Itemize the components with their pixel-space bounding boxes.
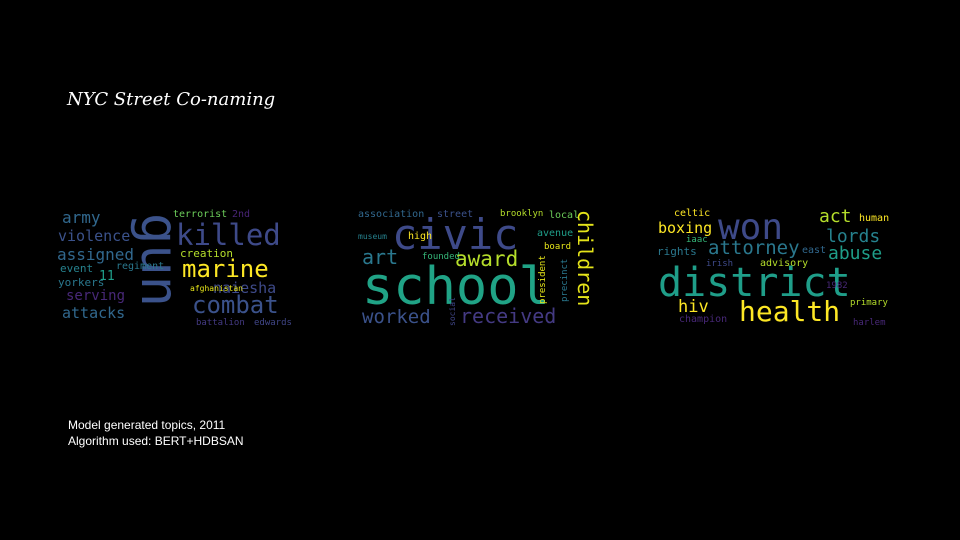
word-award: award	[455, 247, 518, 271]
slide-caption: Model generated topics, 2011 Algorithm u…	[68, 417, 244, 449]
word-abuse: abuse	[828, 243, 882, 264]
word-cloud-3: celtic won act human boxing iaac lords a…	[656, 204, 894, 328]
word-creation: creation	[180, 247, 233, 260]
word-regiment: regiment	[116, 261, 164, 272]
word-battalion: battalion	[196, 318, 245, 328]
word-cloud-1: army terrorist 2nd violence killed gun a…	[56, 206, 298, 328]
caption-line-topics: Model generated topics, 2011	[68, 418, 226, 432]
word-army: army	[62, 208, 101, 227]
word-boxing: boxing	[658, 219, 712, 237]
word-high: high	[408, 231, 432, 242]
word-president: president	[538, 255, 548, 304]
word-killed: killed	[176, 218, 281, 252]
word-civic: civic	[392, 210, 518, 259]
word-lords: lords	[826, 226, 880, 247]
word-association: association	[358, 209, 424, 220]
word-naiesha: naiesha	[213, 279, 276, 297]
word-act: act	[819, 206, 852, 227]
word-health: health	[739, 295, 840, 328]
word-won: won	[718, 207, 783, 248]
word-children: children	[573, 210, 597, 306]
word-hiv: hiv	[678, 297, 709, 317]
word-harlem: harlem	[853, 318, 886, 328]
word-1982: 1982	[826, 281, 848, 291]
word-art: art	[362, 245, 398, 269]
word-museum: museum	[358, 232, 387, 241]
word-school: school	[362, 257, 550, 317]
word-worked: worked	[362, 306, 431, 328]
caption-line-algorithm: Algorithm used: BERT+HDBSAN	[68, 434, 244, 448]
word-marine: marine	[182, 255, 269, 283]
word-iaac: iaac	[686, 235, 708, 245]
word-advisory: advisory	[760, 258, 808, 269]
word-gun: gun	[129, 213, 189, 307]
word-rights: rights	[657, 245, 697, 258]
word-11: 11	[99, 269, 115, 284]
word-event: event	[60, 262, 93, 275]
word-east: east	[802, 245, 826, 256]
word-cloud-1-canvas: army terrorist 2nd violence killed gun a…	[57, 208, 292, 328]
word-founded: founded	[422, 252, 460, 262]
word-2nd: 2nd	[232, 209, 250, 220]
word-serving: serving	[66, 288, 125, 304]
word-combat: combat	[192, 291, 279, 319]
word-attorney: attorney	[708, 237, 800, 259]
word-celtic: celtic	[674, 208, 710, 219]
word-edwards: edwards	[254, 318, 292, 328]
word-irish: irish	[706, 259, 733, 269]
word-social: social	[448, 297, 457, 326]
word-violence: violence	[58, 227, 130, 245]
word-cloud-2-canvas: association street brooklyn local civic …	[358, 209, 597, 328]
word-street: street	[437, 209, 473, 220]
word-champion: champion	[679, 314, 727, 325]
word-avenue: avenue	[537, 228, 573, 239]
word-assigned: assigned	[57, 245, 134, 264]
word-precinct: precinct	[560, 259, 570, 302]
word-board: board	[544, 242, 571, 252]
word-brooklyn: brooklyn	[500, 209, 543, 219]
word-human: human	[859, 213, 889, 224]
word-cloud-2: association street brooklyn local civic …	[356, 206, 598, 328]
slide-title: NYC Street Co-naming	[67, 89, 276, 110]
word-yorkers: yorkers	[58, 276, 104, 289]
word-received: received	[460, 304, 556, 328]
word-local: local	[549, 210, 579, 221]
word-cloud-3-canvas: celtic won act human boxing iaac lords a…	[657, 206, 889, 328]
word-terrorist: terrorist	[173, 209, 227, 220]
word-attacks: attacks	[62, 304, 125, 322]
word-afghanistan: afghanistan	[190, 284, 243, 293]
word-district: district	[658, 260, 851, 306]
word-primary: primary	[850, 298, 889, 308]
